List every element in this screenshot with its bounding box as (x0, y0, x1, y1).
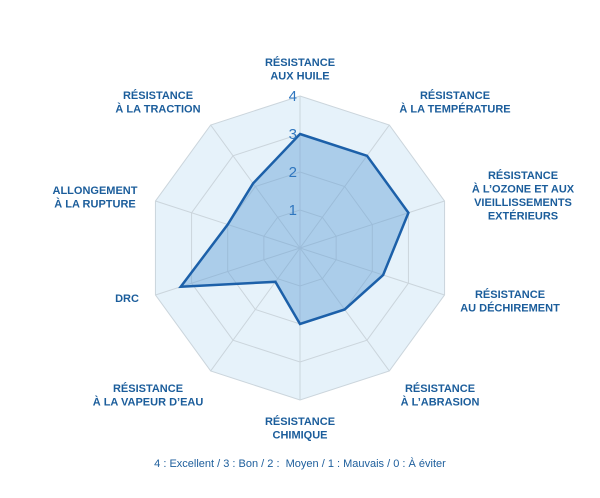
axis-label-line: À L’OZONE ET AUX (472, 183, 575, 196)
axis-label-tensile-strength: RÉSISTANCE À LA TRACTION (115, 89, 200, 116)
axis-label-line: DRC (115, 293, 139, 305)
axis-label-line: EXTÉRIEURS (488, 210, 558, 223)
series-area (178, 132, 410, 326)
axis-label-line: RÉSISTANCE (488, 169, 558, 182)
axis-label-chemical-resistance: RÉSISTANCE CHIMIQUE (265, 415, 335, 442)
radial-tick-label: 1 (289, 202, 297, 219)
grid-spoke (299, 200, 445, 249)
grid-spoke (299, 124, 390, 249)
radial-axis-ticks: 1 2 3 4 (289, 88, 297, 219)
axis-label-compression-set: DRC (115, 293, 139, 305)
axis-label-line: AUX HUILE (270, 71, 329, 83)
radial-tick-label: 2 (289, 164, 297, 181)
axis-label-line: ALLONGEMENT (53, 185, 138, 197)
axis-label-line: RÉSISTANCE (475, 288, 545, 301)
axis-label-abrasion-resistance: RÉSISTANCE À L’ABRASION (401, 382, 480, 409)
axis-label-line: VIEILLISSEMENTS (474, 197, 572, 209)
axis-label-elongation-at-break: ALLONGEMENT À LA RUPTURE (53, 185, 138, 211)
axis-label-line: RÉSISTANCE (265, 415, 335, 428)
radar-series (178, 132, 410, 326)
axis-label-tear-resistance: RÉSISTANCE AU DÉCHIREMENT (460, 288, 560, 315)
axis-label-line: RÉSISTANCE (405, 382, 475, 395)
axis-label-oil-resistance: RÉSISTANCE AUX HUILE (265, 56, 335, 83)
axis-label-line: CHIMIQUE (273, 430, 328, 442)
axis-label-line: RÉSISTANCE (420, 89, 490, 102)
radial-tick-label: 4 (289, 88, 297, 105)
axis-label-line: À LA VAPEUR D’EAU (93, 396, 204, 409)
axis-label-line: À L’ABRASION (401, 396, 480, 409)
rating-scale-note: 4 : Excellent / 3 : Bon / 2 : Moyen / 1 … (154, 458, 446, 470)
grid-spoke (210, 124, 301, 249)
axis-label-line: AU DÉCHIREMENT (460, 302, 560, 315)
axis-label-line: À LA RUPTURE (54, 198, 135, 211)
axis-label-line: RÉSISTANCE (265, 56, 335, 69)
grid-spoke (210, 247, 301, 372)
grid-spoke (299, 247, 445, 296)
axis-label-line: RÉSISTANCE (113, 382, 183, 395)
axis-label-line: À LA TEMPÉRATURE (399, 103, 510, 116)
axis-label-temperature-resistance: RÉSISTANCE À LA TEMPÉRATURE (399, 89, 510, 116)
axis-label-line: RÉSISTANCE (123, 89, 193, 102)
axis-label-line: À LA TRACTION (115, 103, 200, 116)
radial-tick-label: 3 (289, 126, 297, 143)
axis-label-steam-resistance: RÉSISTANCE À LA VAPEUR D’EAU (93, 382, 204, 409)
axis-label-ozone-weathering-resistance: RÉSISTANCE À L’OZONE ET AUX VIEILLISSEMENT… (472, 169, 575, 223)
